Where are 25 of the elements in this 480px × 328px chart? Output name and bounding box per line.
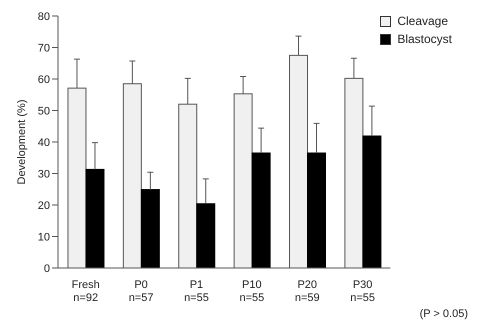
x-tick-label: Fresh n=92 [72,279,100,304]
text: (P > 0.05) [420,308,468,320]
bar [140,189,160,268]
y-tick-label: 60 [38,74,50,86]
bar [362,136,382,268]
y-axis-title: Development (%) [16,100,28,184]
x-tick-label: P10 n=55 [239,279,264,304]
bar [307,152,326,268]
x-tick-label: P1 n=55 [184,279,209,304]
y-tick-label: 80 [38,10,50,23]
bar [85,168,104,268]
y-tick-label: 70 [38,42,50,54]
y-tick-label: 30 [38,168,50,180]
bar [196,203,216,268]
x-tick-label: P0 n=57 [128,279,154,304]
x-tick-label: P20 n=59 [294,279,320,304]
text: Cleavage [397,13,448,30]
legend-label: Blastocyst [397,31,452,48]
y-tick-label: 40 [38,136,50,149]
bar [252,152,271,268]
y-tick-label: 50 [38,105,50,118]
y-tick-label: 10 [38,231,50,244]
y-tick-label: 20 [38,200,50,212]
x-tick-label: P30 n=55 [350,279,376,304]
y-tick-label: 0 [44,262,50,275]
